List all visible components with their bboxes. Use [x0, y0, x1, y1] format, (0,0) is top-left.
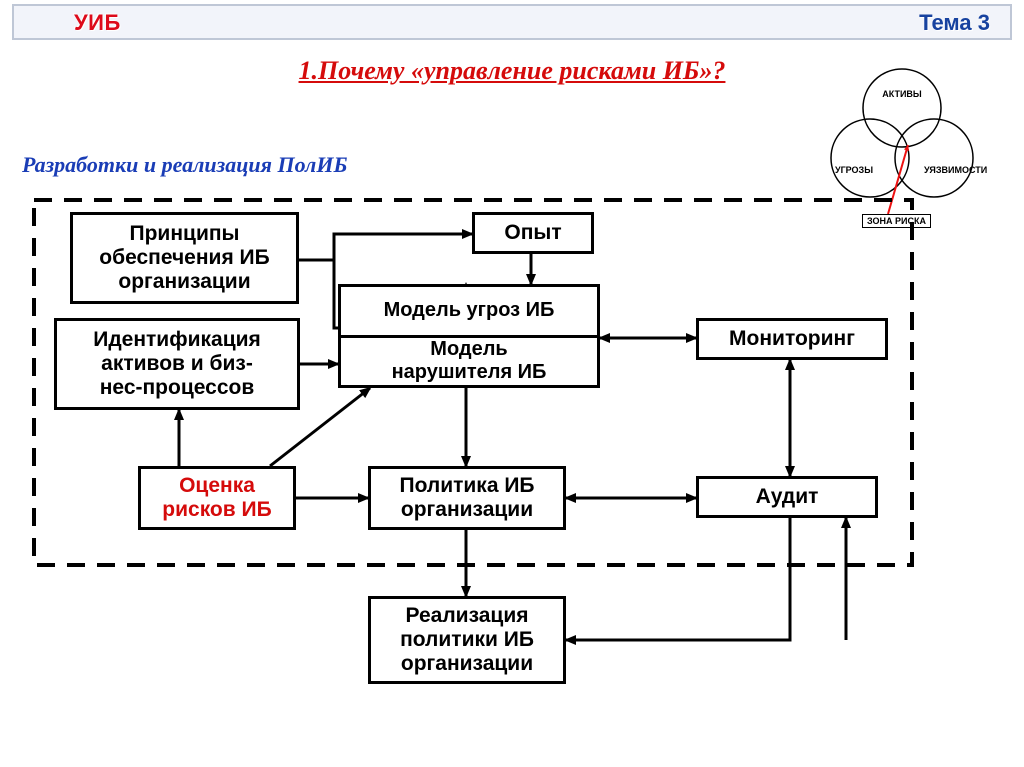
- node-risk: Оценкарисков ИБ: [138, 466, 296, 530]
- venn-circle-label: УЯЗВИМОСТИ: [924, 166, 980, 175]
- venn-circle-label: УГРОЗЫ: [826, 166, 882, 175]
- node-audit: Аудит: [696, 476, 878, 518]
- node-principles: Принципыобеспечения ИБорганизации: [70, 212, 299, 304]
- header-right-label: Тема 3: [919, 10, 990, 36]
- header-left-label: УИБ: [74, 10, 121, 36]
- page-subtitle: Разработки и реализация ПолИБ: [22, 152, 347, 178]
- node-policy: Политика ИБорганизации: [368, 466, 566, 530]
- venn-circle-label: АКТИВЫ: [874, 90, 930, 99]
- flowchart: Принципыобеспечения ИБорганизации Опыт Мод…: [16, 188, 924, 760]
- node-models: Модель угроз ИБМодельнарушителя ИБ: [338, 284, 600, 388]
- node-realization: Реализацияполитики ИБорганизации: [368, 596, 566, 684]
- header-banner: УИБ Тема 3: [12, 4, 1012, 40]
- node-identification: Идентификацияактивов и биз-нес-процессов: [54, 318, 300, 410]
- node-monitoring: Мониторинг: [696, 318, 888, 360]
- node-experience: Опыт: [472, 212, 594, 254]
